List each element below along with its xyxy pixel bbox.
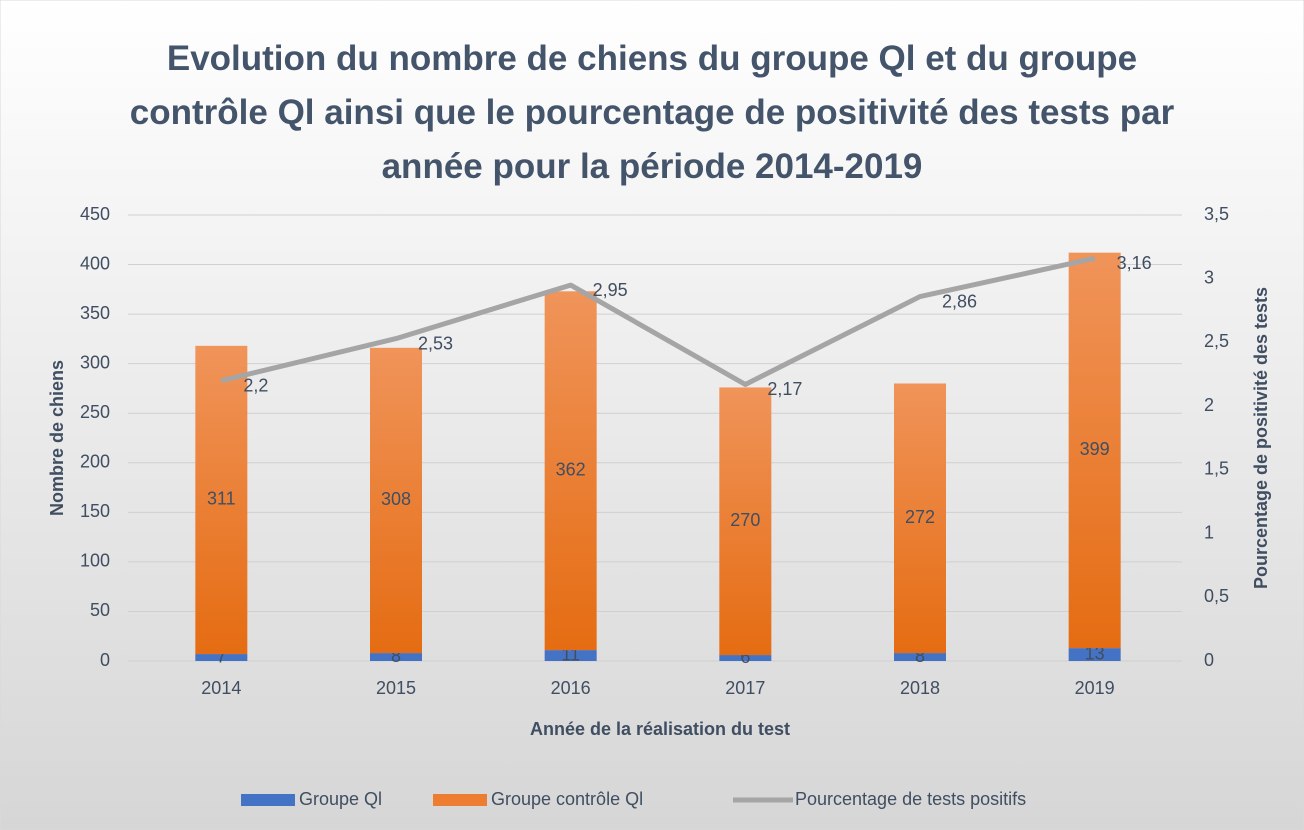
y-tick-label: 0 bbox=[100, 650, 110, 670]
legend-swatch bbox=[241, 794, 295, 806]
data-label: 2,2 bbox=[243, 375, 268, 395]
y2-tick-label: 0 bbox=[1204, 650, 1214, 670]
x-tick-label: 2014 bbox=[201, 678, 241, 698]
y2-tick-label: 1 bbox=[1204, 522, 1214, 542]
y-tick-label: 100 bbox=[80, 551, 110, 571]
y2-tick-label: 0,5 bbox=[1204, 586, 1229, 606]
y2-tick-label: 1,5 bbox=[1204, 459, 1229, 479]
x-tick-label: 2015 bbox=[376, 678, 416, 698]
bar bbox=[544, 291, 597, 651]
x-axis-title: Année de la réalisation du test bbox=[530, 719, 790, 739]
y-axis-title: Nombre de chiens bbox=[47, 360, 67, 516]
data-label: 7 bbox=[216, 646, 226, 666]
legend-label: Groupe contrôle Ql bbox=[491, 789, 643, 809]
y-tick-label: 150 bbox=[80, 501, 110, 521]
x-tick-label: 2018 bbox=[900, 678, 940, 698]
x-tick-label: 2017 bbox=[725, 678, 765, 698]
bar bbox=[894, 653, 946, 661]
y-tick-label: 50 bbox=[90, 600, 110, 620]
data-label: 6 bbox=[740, 647, 750, 667]
y-tick-label: 250 bbox=[80, 402, 110, 422]
y2-tick-label: 2 bbox=[1204, 395, 1214, 415]
data-label: 270 bbox=[730, 510, 760, 530]
y-tick-label: 450 bbox=[80, 204, 110, 224]
data-label: 311 bbox=[207, 489, 236, 509]
data-label: 8 bbox=[391, 646, 401, 666]
data-label: 2,17 bbox=[767, 379, 802, 399]
y-tick-label: 300 bbox=[80, 352, 110, 372]
data-label: 308 bbox=[381, 489, 411, 509]
line bbox=[220, 255, 1096, 387]
bar bbox=[195, 345, 248, 655]
y2-tick-label: 2,5 bbox=[1204, 331, 1229, 351]
x-tick-label: 2016 bbox=[551, 678, 591, 698]
y2-tick-label: 3 bbox=[1204, 267, 1214, 287]
data-label: 3,16 bbox=[1117, 253, 1152, 273]
bar bbox=[894, 383, 946, 654]
bar bbox=[719, 655, 772, 661]
bar bbox=[1068, 648, 1121, 661]
data-label: 2,53 bbox=[418, 333, 453, 353]
y2-tick-label: 3,5 bbox=[1204, 204, 1229, 224]
bar bbox=[370, 653, 422, 661]
data-label: 8 bbox=[915, 646, 925, 666]
bar bbox=[719, 387, 772, 656]
y-tick-label: 400 bbox=[80, 253, 110, 273]
bar bbox=[1068, 252, 1121, 649]
data-label: 2,86 bbox=[942, 291, 977, 311]
chart-title: Evolution du nombre de chiens du groupe … bbox=[129, 39, 1175, 186]
legend-label: Groupe Ql bbox=[299, 789, 382, 809]
x-tick-label: 2019 bbox=[1075, 678, 1115, 698]
data-label: 362 bbox=[556, 459, 586, 479]
data-label: 399 bbox=[1080, 439, 1110, 459]
data-label: 272 bbox=[905, 507, 935, 527]
data-label: 2,95 bbox=[593, 280, 628, 300]
y-tick-label: 350 bbox=[80, 303, 110, 323]
legend-swatch bbox=[433, 794, 487, 806]
y2-axis-title: Pourcentage de positivité des tests bbox=[1251, 287, 1271, 589]
bar bbox=[195, 654, 248, 661]
y-tick-label: 200 bbox=[80, 452, 110, 472]
data-label: 13 bbox=[1085, 643, 1105, 663]
legend-label: Pourcentage de tests positifs bbox=[795, 789, 1026, 809]
bar bbox=[544, 650, 597, 661]
bar bbox=[370, 347, 422, 654]
